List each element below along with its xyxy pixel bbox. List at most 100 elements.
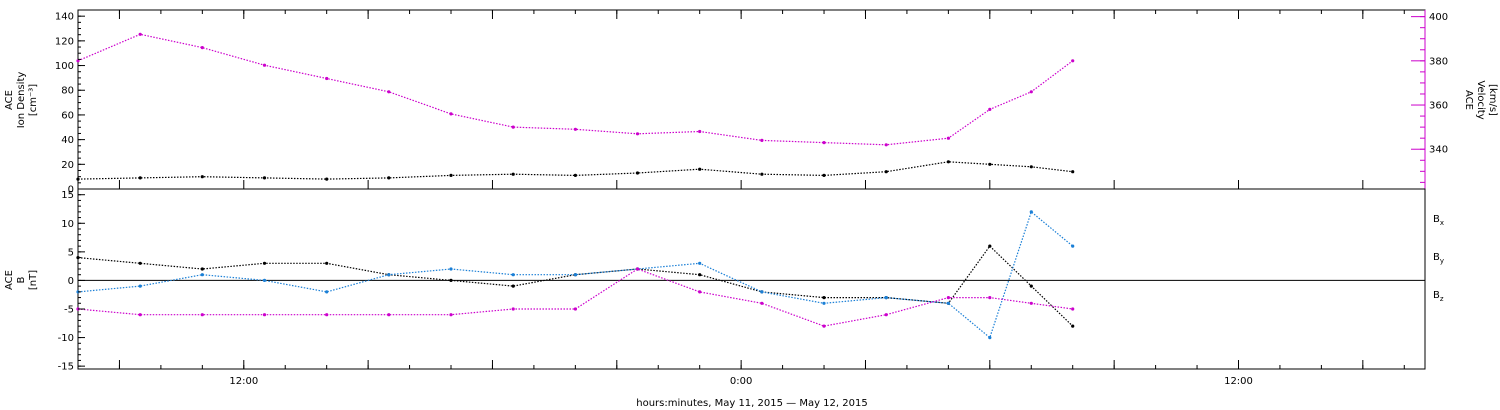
- magnetic-tick-label: 15: [61, 190, 74, 201]
- ion-density-tick-label: 60: [61, 110, 74, 121]
- plasma-series-line-0: [77, 161, 1073, 180]
- plasma-series-line-1: [77, 33, 1074, 146]
- time-tick-label: 12:00: [1224, 376, 1253, 387]
- velocity-ylabel-line3: [km/s]: [1487, 84, 1498, 116]
- plasma-series-0-point: [946, 160, 951, 164]
- bz-point: [511, 307, 515, 311]
- bz-point: [449, 313, 453, 317]
- ion-density-tick-label: 140: [55, 12, 74, 23]
- plasma-series-1-point: [1029, 90, 1033, 94]
- bz-point: [884, 313, 888, 317]
- by-point: [760, 290, 764, 294]
- time-tick-label: 0:00: [730, 376, 752, 387]
- by-point: [988, 336, 992, 340]
- magnetic-panel: -15 -10 -5 0 5 10 15 ACE B [nT] Bx By Bz: [4, 188, 1444, 373]
- plasma-series-0-point: [822, 173, 826, 177]
- plasma-series-1-point: [988, 107, 992, 111]
- magnetic-tick-label: 0: [68, 276, 74, 287]
- by-point: [946, 301, 951, 305]
- plasma-series-1-point: [635, 132, 640, 136]
- bz-point: [822, 324, 826, 328]
- plasma-series-0-point: [449, 173, 453, 177]
- ion-density-tick-label: 100: [55, 61, 74, 72]
- plasma-plot-frame: [77, 9, 1426, 190]
- plasma-series-0-point: [387, 176, 391, 180]
- plasma-series-1-point: [387, 90, 391, 94]
- plasma-series-0-point: [325, 177, 329, 181]
- magnetic-tick-label: 5: [68, 247, 74, 258]
- by-point: [822, 301, 826, 305]
- plasma-series-0-point: [760, 172, 764, 176]
- by-point: [1029, 210, 1033, 214]
- velocity-tick-label: 340: [1429, 145, 1448, 156]
- by-point: [387, 273, 391, 277]
- plasma-series-0-point: [262, 176, 267, 180]
- magnetic-field-axis: -15 -10 -5 0 5 10 15: [58, 190, 85, 373]
- plasma-series-0-point: [200, 175, 204, 179]
- plasma-series-1-point: [884, 143, 888, 147]
- bx-point: [698, 273, 702, 277]
- bx-point: [262, 261, 267, 265]
- plasma-series-1-point: [138, 32, 142, 36]
- plasma-series-1-point: [573, 127, 578, 131]
- bz-point: [946, 296, 951, 300]
- velocity-tick-label: 380: [1429, 56, 1448, 67]
- velocity-axis: 340 360 380 400: [1411, 10, 1448, 189]
- time-tick-label: 12:00: [229, 376, 258, 387]
- bz-point: [325, 313, 329, 317]
- by-point: [698, 261, 702, 265]
- plasma-series-1-point: [449, 112, 453, 116]
- ion-density-tick-label: 80: [61, 86, 74, 97]
- bx-point: [200, 267, 204, 271]
- plasma-series-1-point: [1071, 59, 1075, 63]
- time-axis-label: hours:minutes, May 11, 2015 — May 12, 20…: [636, 398, 867, 409]
- magnetic-ylabel-line2: B: [16, 276, 27, 283]
- plasma-series-0-point: [138, 176, 142, 180]
- bz-point: [698, 290, 702, 294]
- bx-point: [449, 278, 453, 282]
- by-point: [449, 267, 453, 271]
- magnetic-series-line-z: [77, 268, 1073, 327]
- velocity-tick-label: 360: [1429, 101, 1448, 112]
- by-point: [511, 273, 515, 277]
- magnetic-marks: [76, 210, 1425, 340]
- plasma-series-0-point: [1029, 165, 1033, 169]
- magnetic-series-line-x: [77, 245, 1074, 327]
- plasma-marks: [76, 32, 1075, 181]
- magnetic-legend: Bx By Bz: [1433, 214, 1444, 303]
- bz-point: [1029, 301, 1033, 305]
- magnetic-ylabel-line3: [nT]: [28, 270, 39, 290]
- bz-point: [138, 313, 142, 317]
- by-point: [1071, 244, 1075, 248]
- legend-by: By: [1433, 252, 1444, 265]
- time-axis: 12:00 0:00 12:00: [77, 10, 1405, 387]
- bz-point: [200, 313, 204, 317]
- by-point: [200, 273, 204, 277]
- ion-density-ylabel-line3: [cm⁻³]: [28, 84, 39, 116]
- plasma-series-1-point: [946, 136, 951, 140]
- bz-point: [262, 313, 267, 317]
- magnetic-ylabel-line1: ACE: [4, 270, 15, 290]
- bz-point: [760, 301, 764, 305]
- bz-point: [387, 313, 391, 317]
- bz-point: [988, 296, 992, 300]
- magnetic-tick-label: -10: [58, 333, 74, 344]
- plasma-series-0-point: [988, 162, 992, 166]
- ion-density-ylabel-line2: Ion Density: [16, 72, 27, 129]
- plasma-series-1-point: [698, 129, 702, 134]
- plasma-series-1-point: [76, 59, 80, 63]
- bz-point: [635, 267, 640, 271]
- bx-point: [1029, 284, 1033, 288]
- bx-point: [511, 284, 515, 288]
- by-point: [573, 273, 578, 277]
- velocity-ylabel-line2: Velocity: [1475, 80, 1486, 119]
- magnetic-tick-label: -5: [64, 305, 74, 316]
- ion-density-tick-label: 20: [61, 160, 74, 171]
- plasma-series-1-point: [200, 46, 204, 50]
- ion-density-ylabel-line1: ACE: [4, 90, 15, 110]
- plasma-series-0-point: [76, 177, 80, 181]
- magnetic-tick-label: -15: [58, 362, 74, 373]
- plasma-series-0-point: [884, 170, 888, 174]
- by-point: [884, 296, 888, 300]
